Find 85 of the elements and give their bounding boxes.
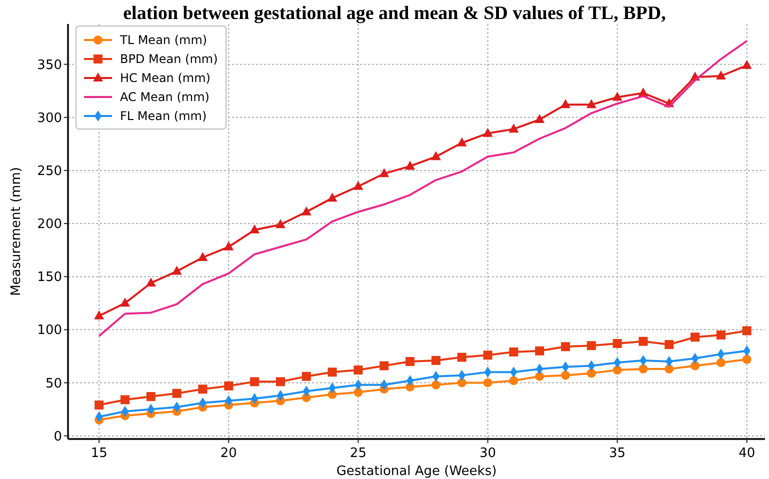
point: [354, 388, 363, 397]
point: [275, 219, 286, 228]
point: [638, 336, 648, 346]
point: [250, 377, 260, 386]
point: [146, 277, 156, 286]
point: [224, 241, 234, 250]
x-tick-label: 40: [738, 446, 756, 461]
y-axis-title: Measurement (mm): [9, 167, 24, 296]
point: [457, 352, 466, 362]
y-tick-label: 50: [45, 376, 62, 392]
x-tick-label: 20: [220, 446, 237, 461]
y-tick-label: 300: [37, 110, 62, 126]
point: [586, 341, 596, 350]
point: [508, 124, 519, 133]
point: [716, 70, 726, 80]
y-tick-label: 150: [37, 270, 62, 286]
point: [664, 340, 674, 350]
point: [354, 366, 363, 375]
y-tick-label: 350: [37, 58, 62, 73]
legend-label: AC Mean (mm): [120, 90, 210, 104]
point: [586, 368, 596, 378]
point: [509, 347, 518, 356]
point: [560, 370, 570, 380]
legend-label: HC Mean (mm): [120, 71, 210, 86]
point: [328, 368, 337, 377]
point: [509, 376, 518, 386]
point: [690, 332, 700, 342]
point: [120, 298, 130, 307]
point: [560, 99, 570, 108]
point: [198, 252, 208, 262]
point: [301, 206, 312, 216]
point: [94, 400, 104, 410]
point: [456, 137, 467, 146]
point: [612, 92, 622, 101]
point: [302, 372, 311, 381]
point: [379, 168, 390, 178]
point: [690, 361, 700, 370]
legend-label: BPD Mean (mm): [120, 52, 218, 66]
point: [534, 114, 545, 124]
x-axis-title: Gestational Age (Weeks): [336, 464, 497, 479]
y-tick-label: 250: [37, 164, 62, 180]
x-tick-label: 15: [90, 446, 108, 461]
point: [94, 310, 104, 320]
point: [535, 372, 544, 381]
point: [431, 380, 440, 390]
point: [483, 378, 492, 388]
legend-label: FL Mean (mm): [120, 109, 207, 124]
point: [172, 266, 182, 275]
point: [146, 392, 156, 402]
point: [586, 99, 596, 108]
point: [535, 346, 544, 356]
y-tick-label: 100: [37, 323, 62, 338]
point: [716, 330, 726, 340]
legend-label: TL Mean (mm): [119, 33, 208, 48]
point: [276, 377, 285, 386]
point: [380, 361, 389, 370]
y-tick-label: 200: [37, 217, 62, 232]
point: [638, 364, 648, 374]
x-tick-label: 35: [609, 446, 626, 461]
point: [716, 358, 726, 368]
point: [742, 354, 752, 364]
point: [224, 381, 234, 390]
chart-title: elation between gestational age and mean & SD values of TL, BPD,: [123, 3, 666, 24]
x-tick-label: 30: [479, 446, 496, 461]
point: [120, 395, 130, 404]
point: [742, 326, 752, 336]
point: [742, 60, 752, 69]
point: [353, 180, 364, 190]
y-tick-label: 0: [54, 429, 62, 444]
point: [405, 160, 416, 170]
point: [612, 338, 622, 348]
point: [612, 366, 622, 375]
point: [430, 151, 441, 160]
x-tick-label: 25: [350, 446, 366, 461]
point: [482, 128, 493, 137]
point: [431, 356, 440, 365]
point: [560, 342, 570, 352]
point: [198, 384, 208, 394]
point: [457, 378, 466, 388]
point: [406, 357, 415, 366]
point: [664, 364, 674, 374]
point: [327, 192, 338, 202]
point: [483, 350, 492, 360]
point: [250, 224, 260, 234]
point: [172, 388, 182, 398]
